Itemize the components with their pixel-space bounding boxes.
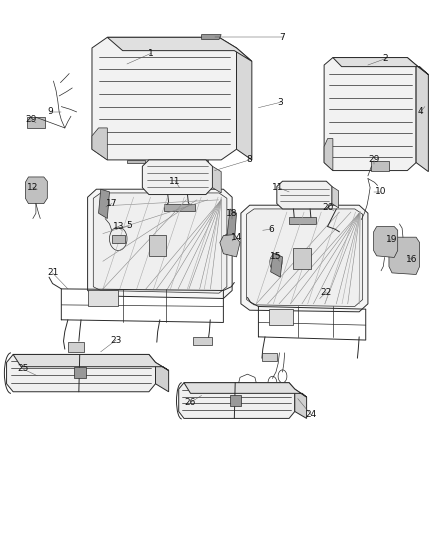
- Polygon shape: [227, 209, 237, 243]
- Text: 15: 15: [270, 253, 282, 261]
- Text: 29: 29: [25, 116, 36, 124]
- Polygon shape: [332, 187, 339, 208]
- Text: 13: 13: [113, 222, 124, 231]
- Polygon shape: [127, 160, 145, 163]
- Text: 4: 4: [418, 108, 423, 116]
- Polygon shape: [389, 237, 420, 274]
- Text: 24: 24: [305, 410, 317, 419]
- Text: 11: 11: [272, 183, 284, 192]
- Polygon shape: [112, 235, 125, 243]
- Text: 14: 14: [231, 233, 242, 241]
- Polygon shape: [333, 58, 428, 75]
- Polygon shape: [142, 160, 212, 195]
- Text: 5: 5: [126, 222, 132, 230]
- Polygon shape: [179, 383, 295, 418]
- Polygon shape: [193, 337, 212, 345]
- Polygon shape: [25, 177, 47, 204]
- Text: 29: 29: [369, 156, 380, 164]
- Polygon shape: [293, 248, 311, 269]
- Text: 20: 20: [323, 204, 334, 212]
- Polygon shape: [68, 342, 84, 352]
- Text: 12: 12: [27, 183, 39, 192]
- Polygon shape: [188, 160, 208, 163]
- Polygon shape: [271, 253, 283, 277]
- Polygon shape: [212, 166, 221, 193]
- Text: 8: 8: [247, 156, 253, 164]
- Polygon shape: [88, 290, 118, 306]
- Polygon shape: [416, 65, 428, 172]
- Polygon shape: [74, 367, 86, 378]
- Polygon shape: [164, 204, 195, 211]
- Polygon shape: [93, 193, 227, 293]
- Polygon shape: [107, 37, 252, 61]
- Polygon shape: [184, 383, 307, 397]
- Text: 7: 7: [279, 33, 286, 42]
- Polygon shape: [149, 235, 166, 256]
- Text: 26: 26: [185, 398, 196, 407]
- Polygon shape: [155, 362, 169, 392]
- Text: 17: 17: [106, 199, 117, 208]
- Polygon shape: [295, 389, 307, 418]
- Text: 10: 10: [375, 188, 387, 196]
- Polygon shape: [324, 139, 333, 171]
- Polygon shape: [92, 128, 107, 160]
- Text: 1: 1: [148, 49, 154, 58]
- Polygon shape: [27, 117, 45, 128]
- Polygon shape: [247, 209, 363, 306]
- Polygon shape: [277, 181, 332, 209]
- Polygon shape: [220, 235, 240, 257]
- Polygon shape: [201, 35, 221, 39]
- Text: 21: 21: [47, 269, 58, 277]
- Polygon shape: [88, 189, 232, 298]
- Polygon shape: [13, 354, 169, 370]
- Polygon shape: [371, 161, 389, 171]
- Polygon shape: [7, 354, 155, 392]
- Text: 3: 3: [277, 98, 283, 107]
- Text: 11: 11: [170, 177, 181, 185]
- Text: 19: 19: [386, 236, 398, 244]
- Polygon shape: [92, 37, 237, 160]
- Polygon shape: [99, 189, 110, 219]
- Text: 2: 2: [383, 54, 388, 63]
- Polygon shape: [237, 48, 252, 160]
- Text: 6: 6: [268, 225, 275, 233]
- Text: 25: 25: [17, 365, 28, 373]
- Polygon shape: [374, 227, 398, 257]
- Polygon shape: [241, 205, 368, 312]
- Polygon shape: [262, 353, 277, 361]
- Polygon shape: [269, 309, 293, 325]
- Polygon shape: [324, 58, 416, 171]
- Text: 22: 22: [321, 288, 332, 296]
- Polygon shape: [230, 395, 241, 406]
- Text: 23: 23: [110, 336, 122, 344]
- Text: 9: 9: [47, 108, 53, 116]
- Text: 16: 16: [406, 255, 417, 264]
- Text: 18: 18: [226, 209, 238, 217]
- Polygon shape: [289, 217, 316, 224]
